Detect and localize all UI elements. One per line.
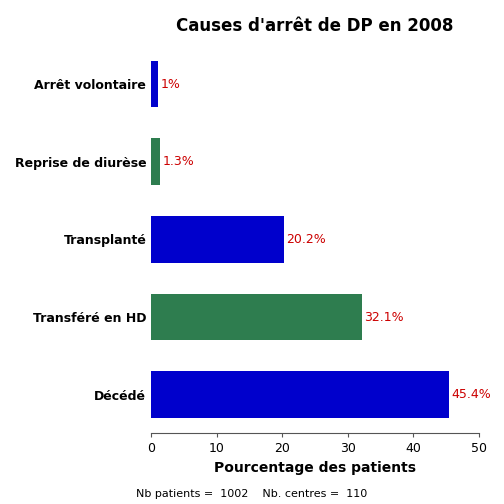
Bar bbox=[151, 371, 449, 418]
Bar bbox=[151, 216, 284, 263]
Text: 32.1%: 32.1% bbox=[364, 310, 404, 324]
Text: 1.3%: 1.3% bbox=[162, 155, 194, 168]
Bar bbox=[151, 294, 361, 340]
X-axis label: Pourcentage des patients: Pourcentage des patients bbox=[214, 461, 416, 475]
Text: 20.2%: 20.2% bbox=[286, 233, 326, 246]
Bar bbox=[151, 139, 160, 185]
Text: 1%: 1% bbox=[160, 78, 180, 91]
Title: Causes d'arrêt de DP en 2008: Causes d'arrêt de DP en 2008 bbox=[176, 18, 454, 35]
Bar bbox=[151, 61, 158, 107]
Text: 45.4%: 45.4% bbox=[451, 388, 491, 401]
Text: Nb patients =  1002    Nb. centres =  110: Nb patients = 1002 Nb. centres = 110 bbox=[137, 489, 367, 499]
